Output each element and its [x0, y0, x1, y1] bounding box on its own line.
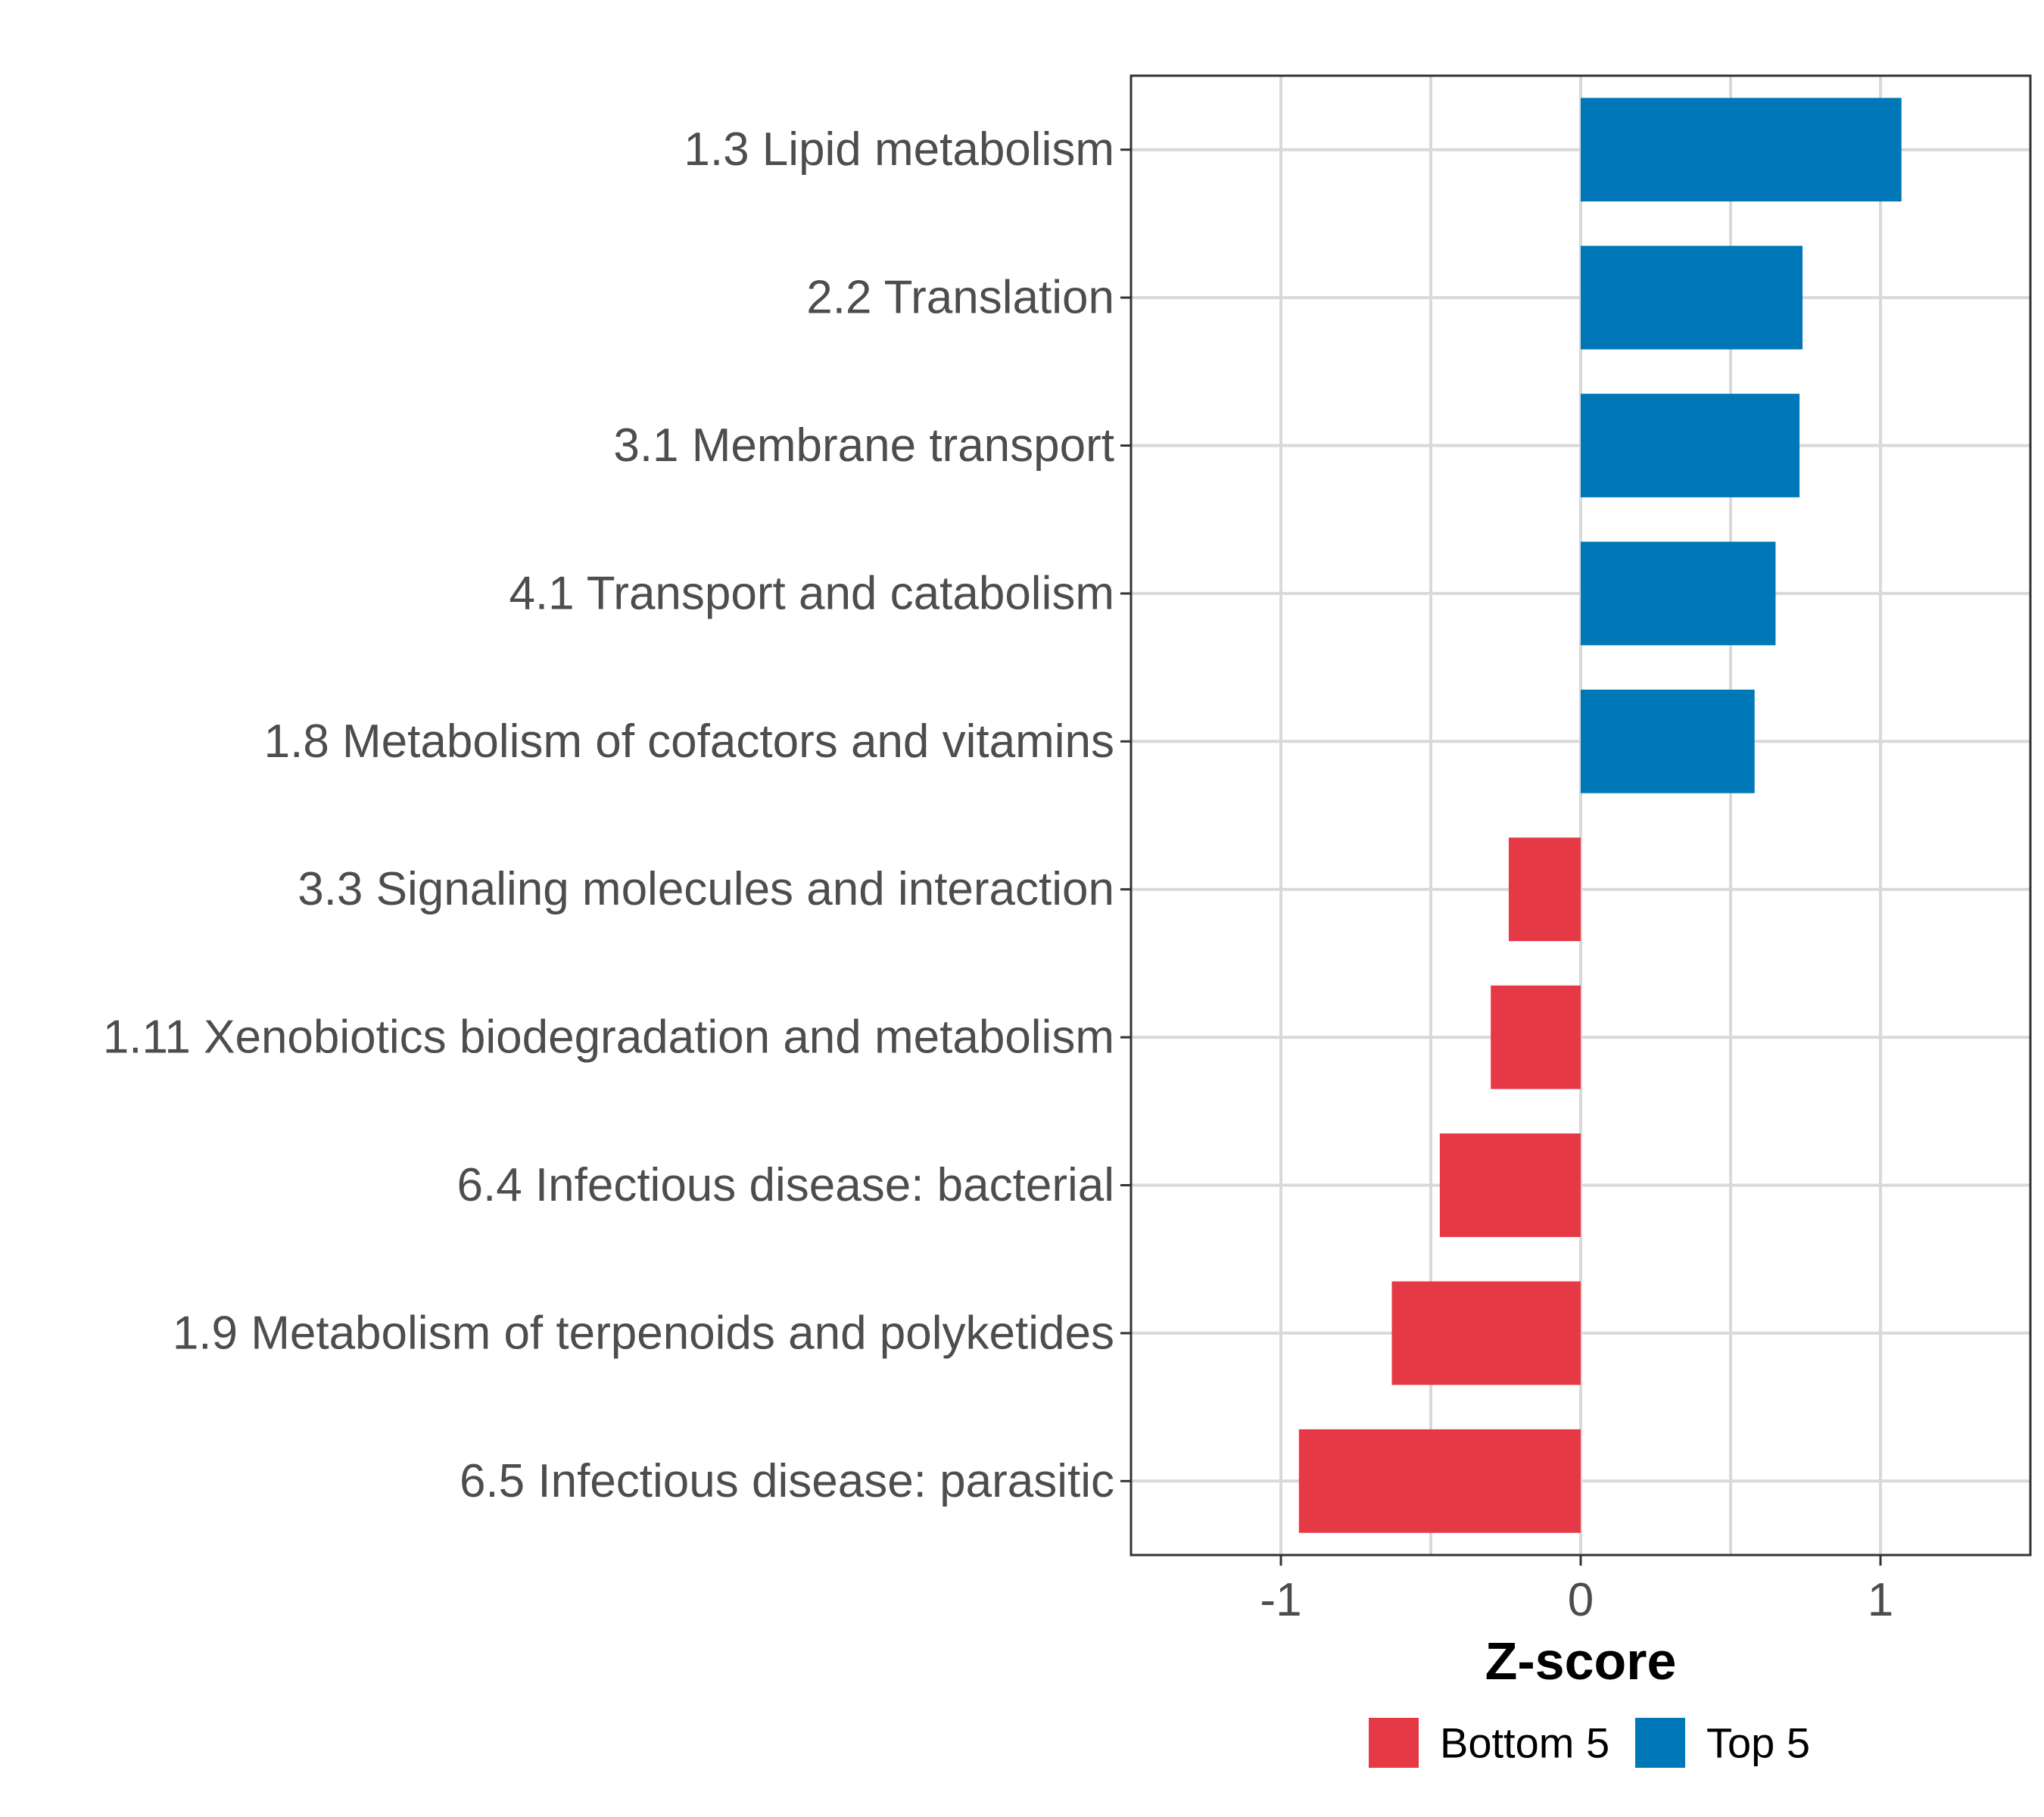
category-label: 4.1 Transport and catabolism	[509, 567, 1114, 619]
x-tick-label: -1	[1260, 1574, 1301, 1626]
category-label: 6.4 Infectious disease: bacterial	[456, 1159, 1114, 1211]
legend-label: Bottom 5	[1440, 1719, 1609, 1767]
legend-swatch	[1369, 1718, 1419, 1768]
bar	[1581, 98, 1902, 202]
category-label: 1.9 Metabolism of terpenoids and polyket…	[173, 1307, 1114, 1359]
category-label: 2.2 Translation	[806, 272, 1114, 324]
category-label: 1.3 Lipid metabolism	[684, 123, 1114, 176]
legend-swatch	[1635, 1718, 1685, 1768]
bar	[1508, 837, 1581, 942]
bar	[1581, 394, 1800, 497]
bar	[1391, 1281, 1581, 1385]
bar	[1581, 245, 1803, 350]
y-axis-labels: 1.3 Lipid metabolism 2.2 Translation 3.1 M…	[103, 123, 1131, 1507]
category-label: 3.1 Membrane transport	[613, 419, 1114, 472]
x-tick-label: 1	[1868, 1574, 1893, 1626]
category-label: 6.5 Infectious disease: parasitic	[460, 1455, 1114, 1507]
bar	[1581, 689, 1755, 793]
bar	[1298, 1429, 1581, 1533]
x-tick-label: 0	[1568, 1574, 1594, 1626]
category-label: 3.3 Signaling molecules and interaction	[298, 863, 1114, 915]
category-label: 1.11 Xenobiotics biodegradation and meta…	[103, 1011, 1114, 1064]
x-axis-ticks: -1 0 1	[1260, 1555, 1893, 1626]
bar	[1491, 985, 1581, 1089]
legend-label: Top 5	[1706, 1719, 1810, 1767]
x-axis-title: Z-score	[1485, 1632, 1677, 1691]
bars	[1298, 98, 1902, 1533]
bar	[1581, 541, 1776, 646]
legend: Bottom 5 Top 5	[1369, 1718, 1810, 1768]
bar	[1439, 1133, 1581, 1237]
category-label: 1.8 Metabolism of cofactors and vitamins	[264, 715, 1114, 768]
